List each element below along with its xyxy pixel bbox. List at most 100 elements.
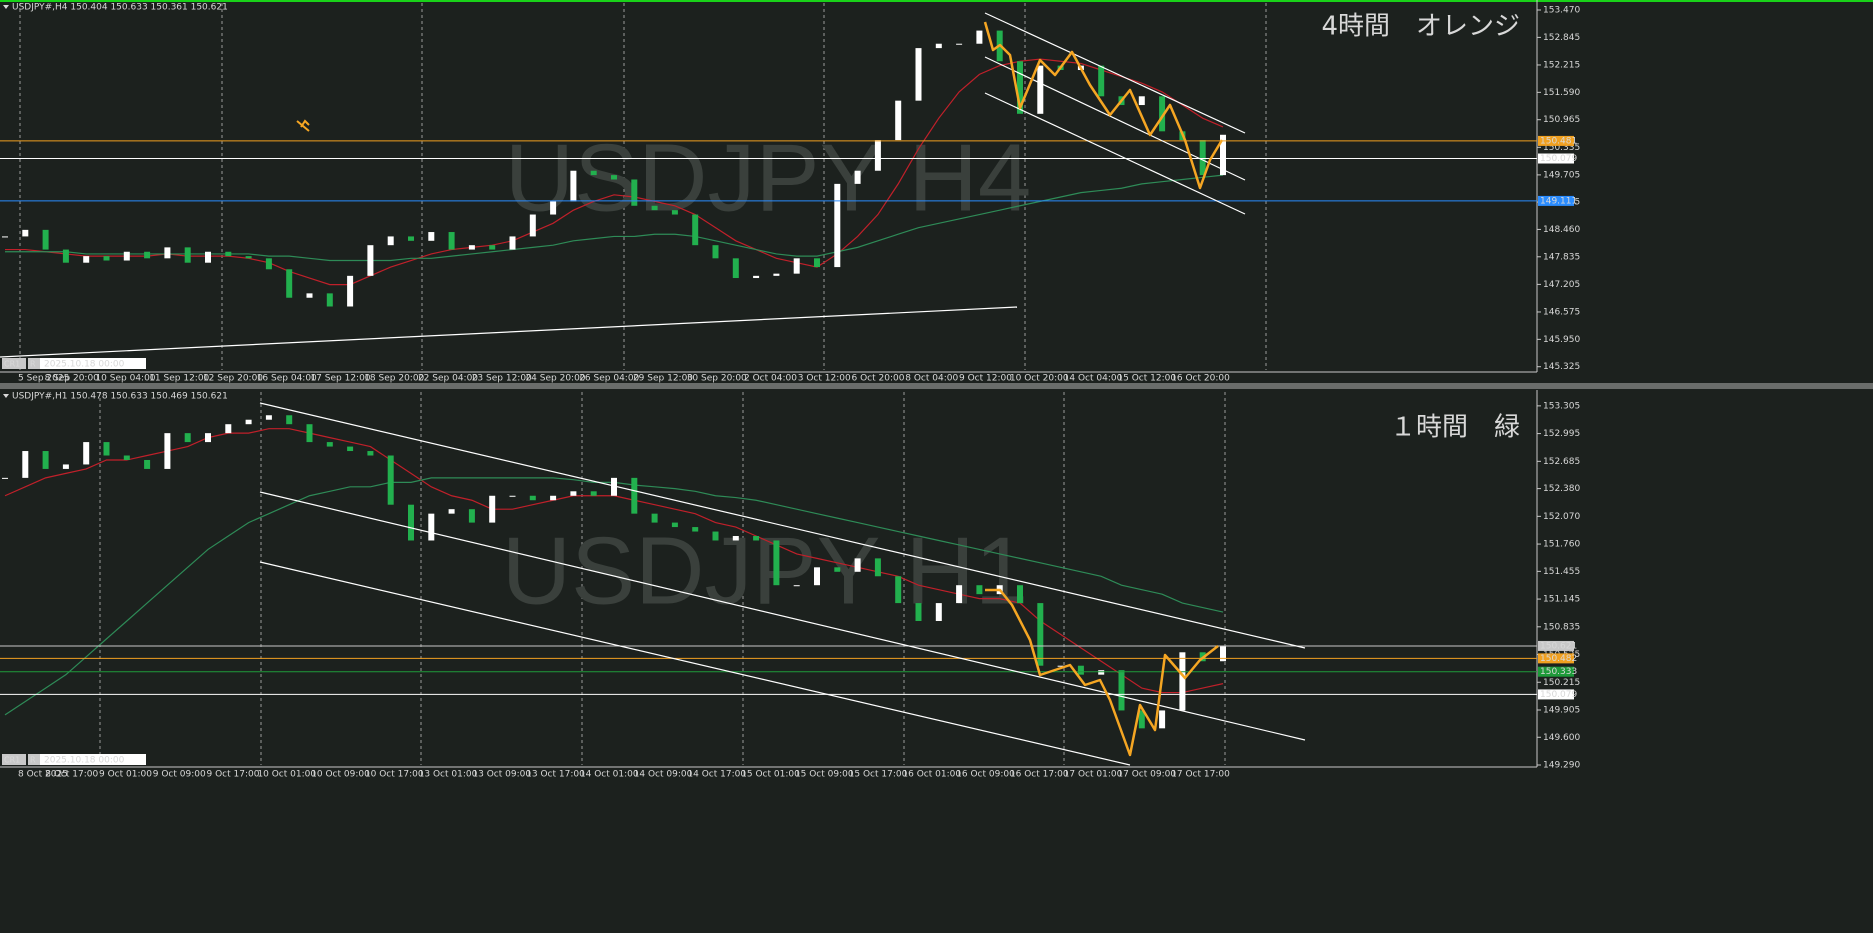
candle <box>205 251 211 263</box>
candle <box>1199 140 1206 176</box>
candle <box>428 513 435 541</box>
candle <box>692 214 699 246</box>
candle <box>468 245 475 250</box>
x-tick-label: 16 Oct 01:00 <box>902 770 961 780</box>
x-tick-label: 6 Oct 20:00 <box>852 374 905 384</box>
x-tick-label: 26 Sep 04:00 <box>579 374 639 384</box>
candle <box>1057 665 1064 667</box>
candle <box>448 232 455 250</box>
x-tick-label: 14 Oct 17:00 <box>687 770 746 780</box>
candle <box>712 245 719 259</box>
candle <box>1159 710 1166 729</box>
x-tick-label: 23 Sep 12:00 <box>472 374 532 384</box>
candle <box>732 536 739 541</box>
candle <box>164 247 171 259</box>
candle <box>874 558 881 577</box>
candle <box>22 229 29 237</box>
candle <box>1098 670 1105 675</box>
candle <box>83 442 90 465</box>
y-tick-label: 148.460 <box>1543 225 1580 235</box>
y-tick-label: 151.455 <box>1543 567 1580 577</box>
y-tick-label: 145.950 <box>1543 335 1580 345</box>
x-tick-label: 11 Sep 12:00 <box>149 374 209 384</box>
candle <box>468 509 475 523</box>
candle <box>306 424 313 443</box>
x-tick-label: 14 Oct 04:00 <box>1064 374 1123 384</box>
candle <box>793 585 800 587</box>
candle <box>2 236 8 238</box>
y-tick-label: 147.835 <box>1543 252 1580 262</box>
badge-label: CR1 <box>4 360 20 369</box>
price-tag <box>1538 153 1574 164</box>
x-tick-label: 3 Oct 12:00 <box>798 374 851 384</box>
badge <box>2 754 26 765</box>
x-tick-label: 13 Oct 01:00 <box>419 770 478 780</box>
x-tick-label: 9 Oct 09:00 <box>153 770 206 780</box>
candle <box>83 256 90 263</box>
price-tag-label: 150.482 <box>1540 654 1577 664</box>
price-tag-label: 150.079 <box>1540 690 1577 700</box>
candle <box>1017 61 1023 114</box>
candle <box>205 433 211 443</box>
candle <box>387 455 394 505</box>
price-tag <box>1538 689 1574 700</box>
x-tick-label: 9 Oct 01:00 <box>99 770 152 780</box>
candle <box>22 451 29 478</box>
price-tag <box>1538 135 1574 146</box>
x-tick-label: 16 Oct 20:00 <box>1171 374 1230 384</box>
candle <box>306 293 313 298</box>
x-tick-label: 15 Oct 12:00 <box>1117 374 1176 384</box>
y-tick-label: 152.070 <box>1543 512 1580 522</box>
y-tick-label: 149.905 <box>1543 705 1580 715</box>
x-tick-label: 16 Oct 17:00 <box>1010 770 1069 780</box>
x-tick-label: 16 Sep 04:00 <box>257 374 317 384</box>
price-tag <box>1538 195 1574 206</box>
badge-label: R <box>30 360 36 369</box>
timeframe-note: １時間 緑 <box>1390 413 1520 443</box>
candle <box>1220 134 1226 176</box>
x-tick-label: 8 Sep 20:00 <box>45 374 100 384</box>
candle <box>570 491 577 496</box>
candle <box>347 446 354 452</box>
candle <box>225 251 232 257</box>
tool-icon <box>296 119 310 132</box>
candle <box>326 293 333 307</box>
x-tick-label: 24 Sep 20:00 <box>525 374 585 384</box>
x-tick-label: 14 Oct 09:00 <box>634 770 693 780</box>
x-tick-label: 10 Oct 01:00 <box>257 770 316 780</box>
candle <box>144 459 151 469</box>
x-tick-label: 13 Oct 09:00 <box>472 770 531 780</box>
candle <box>1118 670 1125 711</box>
x-tick-label: 10 Oct 09:00 <box>311 770 370 780</box>
x-tick-label: 15 Oct 17:00 <box>849 770 908 780</box>
candle <box>408 504 414 541</box>
price-tag <box>1538 640 1574 651</box>
y-tick-label: 152.845 <box>1543 33 1580 43</box>
date-badge <box>40 358 146 369</box>
y-tick-label: 150.335 <box>1543 143 1580 153</box>
candle <box>509 495 516 497</box>
y-tick-label: 151.590 <box>1543 88 1580 98</box>
candle <box>103 256 110 261</box>
candle <box>245 256 252 259</box>
drawings <box>0 12 1306 766</box>
candle <box>834 567 841 572</box>
y-tick-label: 152.215 <box>1543 60 1580 70</box>
candle <box>611 175 617 180</box>
candle <box>265 415 272 420</box>
price-tag <box>1538 653 1574 664</box>
y-tick-label: 147.205 <box>1543 280 1580 290</box>
candle <box>408 236 414 241</box>
candle <box>692 527 699 532</box>
y-tick-label: 150.965 <box>1543 115 1580 125</box>
x-tick-label: 9 Oct 12:00 <box>959 374 1012 384</box>
candle <box>286 269 293 298</box>
price-tag-label: 150.333 <box>1540 667 1577 677</box>
candle <box>732 258 739 279</box>
candle <box>671 210 678 215</box>
date-badge-label: 2025.10.18 00:00 <box>44 756 125 766</box>
candle <box>1077 665 1084 675</box>
candle <box>529 495 536 501</box>
